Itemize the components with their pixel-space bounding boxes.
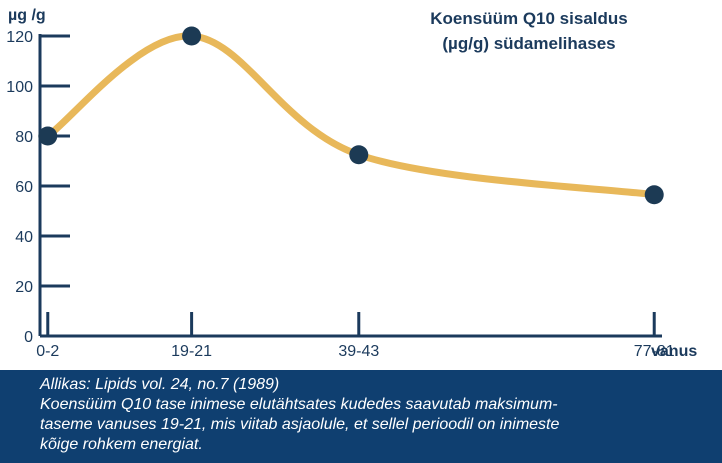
y-tick-label-0: 0 [24,329,33,346]
source-note: Allikas: Lipids vol. 24, no.7 (1989) Koe… [0,370,722,463]
y-tick-label-20: 20 [15,279,33,296]
series-line-path [44,32,658,199]
y-tick-label-100: 100 [6,79,33,96]
chart-title: Koensüüm Q10 sisaldus (µg/g) südamelihas… [430,9,627,53]
chart-title-line-1: Koensüüm Q10 sisaldus [430,9,627,28]
data-point-39-43 [349,145,369,165]
y-tick-label-40: 40 [15,229,33,246]
data-point-0-2 [38,126,58,146]
chart: Koensüüm Q10 sisaldus (µg/g) südamelihas… [6,7,697,360]
x-tick-label-0-2: 0-2 [36,343,59,360]
data-point-77-81 [644,185,664,205]
y-tick-label-120: 120 [6,29,33,46]
x-tick-label-19-21: 19-21 [171,343,212,360]
x-tick-label-77-81: 77-81 [634,343,675,360]
y-axis-ticks: 0 20 40 60 80 100 120 [6,29,70,346]
source-citation: Allikas: Lipids vol. 24, no.7 (1989) [40,376,280,393]
data-points [38,26,664,205]
note-line-2: taseme vanuses 19-21, mis viitab asjaolu… [40,416,560,433]
y-tick-label-60: 60 [15,179,33,196]
data-point-19-21 [182,26,202,46]
note-line-3: kõige rohkem energiat. [40,436,203,453]
y-axis-label: µg /g [8,7,46,24]
chart-title-line-2: (µg/g) südamelihases [442,34,615,53]
y-tick-label-80: 80 [15,129,33,146]
x-axis-ticks: 0-2 19-21 39-43 77-81 [36,312,675,360]
x-tick-label-39-43: 39-43 [338,343,379,360]
note-line-1: Koensüüm Q10 tase inimese elutähtsates k… [40,396,558,413]
series-line [44,32,658,199]
x-axis-label: vanus [651,343,697,360]
